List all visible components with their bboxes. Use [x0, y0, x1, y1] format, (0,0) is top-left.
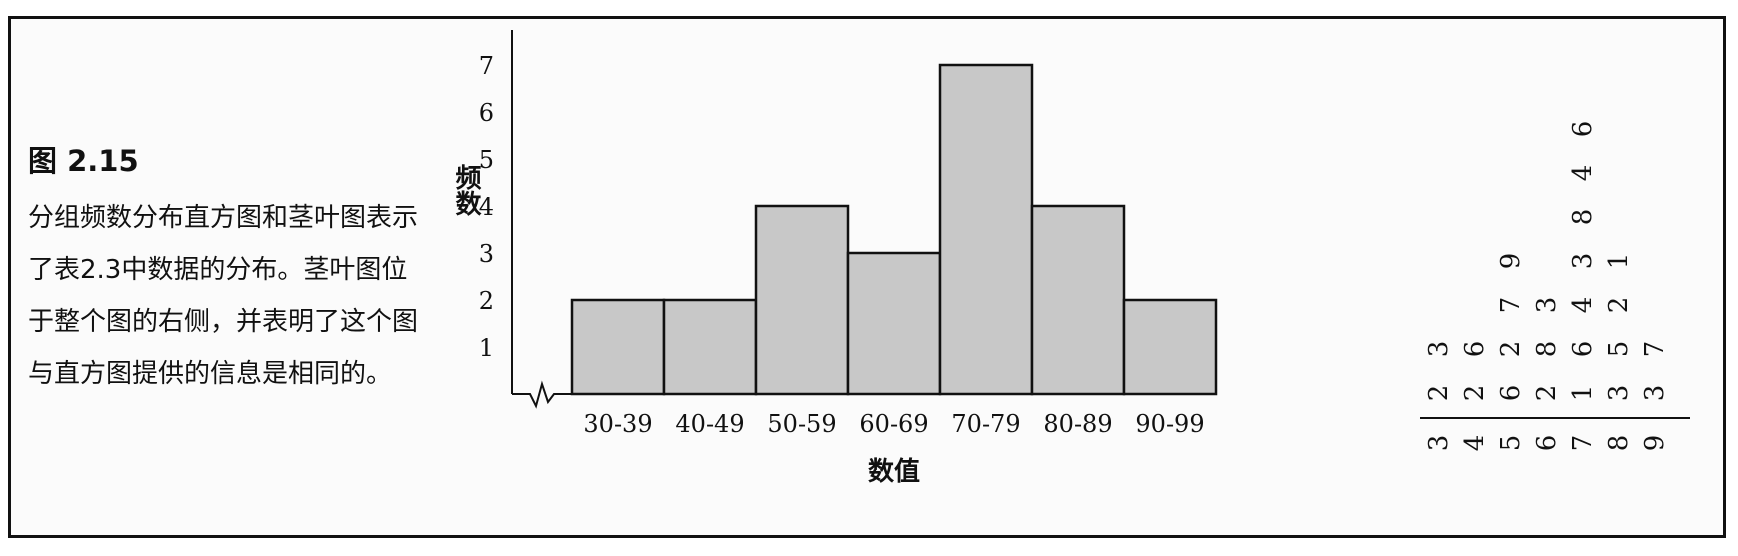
- x-category-label: 80-89: [1043, 410, 1112, 438]
- histogram-bar: [570, 298, 666, 396]
- leaf-value: 6: [1460, 341, 1490, 358]
- x-axis-break: [512, 380, 1216, 409]
- y-tick-label: 3: [479, 240, 494, 268]
- x-axis-title: 数值: [868, 457, 920, 487]
- leaf-value: 7: [1496, 297, 1526, 314]
- leaf-value: 3: [1568, 253, 1598, 270]
- figure-caption: 图 2.15 分组频数分布直方图和茎叶图表示了表2.3中数据的分布。茎叶图位于整…: [28, 138, 443, 400]
- stem-value: 3: [1424, 435, 1454, 452]
- x-category-label: 30-39: [583, 410, 652, 438]
- x-category-label: 40-49: [675, 410, 744, 438]
- histogram-chart: 1 2 3 4 5 6 7 30-39 40-49 50-59 60-69 70-79 80-89 90-…: [451, 30, 1218, 487]
- leaf-value: 5: [1604, 341, 1634, 358]
- caption-text: 分组频数分布直方图和茎叶图表示了表2.3中数据的分布。茎叶图位于整个图的右侧，并…: [28, 203, 419, 389]
- leaf-value: 7: [1640, 341, 1670, 358]
- leaf-value: 3: [1424, 341, 1454, 358]
- y-tick-label: 1: [479, 334, 494, 362]
- histogram-bar: [846, 251, 942, 396]
- figure-label: 图 2.15: [28, 144, 139, 178]
- stem-value: 9: [1640, 435, 1670, 452]
- histogram-bar: [938, 63, 1034, 396]
- leaf-value: 8: [1568, 209, 1598, 226]
- histogram-bar: [754, 204, 850, 396]
- y-tick-label: 7: [479, 52, 494, 80]
- y-tick-label: 6: [479, 99, 494, 127]
- x-category-label: 70-79: [951, 410, 1020, 438]
- x-category-label: 50-59: [767, 410, 836, 438]
- histogram-bar: [662, 298, 758, 396]
- y-tick-label: 4: [479, 193, 494, 221]
- leaf-value: 4: [1568, 297, 1598, 314]
- x-category-label: 90-99: [1135, 410, 1204, 438]
- leaf-value: 3: [1532, 297, 1562, 314]
- leaf-value: 2: [1424, 385, 1454, 402]
- leaf-value: 3: [1640, 385, 1670, 402]
- stem-value: 5: [1496, 435, 1526, 452]
- leaf-value: 3: [1604, 385, 1634, 402]
- stem-value: 6: [1532, 435, 1562, 452]
- histogram-bar: [1122, 298, 1218, 396]
- leaf-value: 2: [1496, 341, 1526, 358]
- leaf-value: 2: [1532, 385, 1562, 402]
- stem-value: 4: [1460, 435, 1490, 452]
- leaf-value: 8: [1532, 341, 1562, 358]
- stem-value: 8: [1604, 435, 1634, 452]
- leaf-value: 2: [1460, 385, 1490, 402]
- leaf-value: 1: [1568, 385, 1598, 402]
- x-category-label: 60-69: [859, 410, 928, 438]
- leaf-value: 6: [1568, 121, 1598, 138]
- leaf-value: 2: [1604, 297, 1634, 314]
- stem-value: 7: [1568, 435, 1598, 452]
- histogram-bar: [1030, 204, 1126, 396]
- leaf-value: 1: [1604, 253, 1634, 270]
- y-tick-label: 5: [479, 146, 494, 174]
- leaf-value: 4: [1568, 165, 1598, 182]
- leaf-value: 6: [1568, 341, 1598, 358]
- leaf-value: 9: [1496, 253, 1526, 270]
- y-tick-label: 2: [479, 287, 494, 315]
- y-axis-title: 频数: [451, 164, 481, 217]
- leaf-value: 6: [1496, 385, 1526, 402]
